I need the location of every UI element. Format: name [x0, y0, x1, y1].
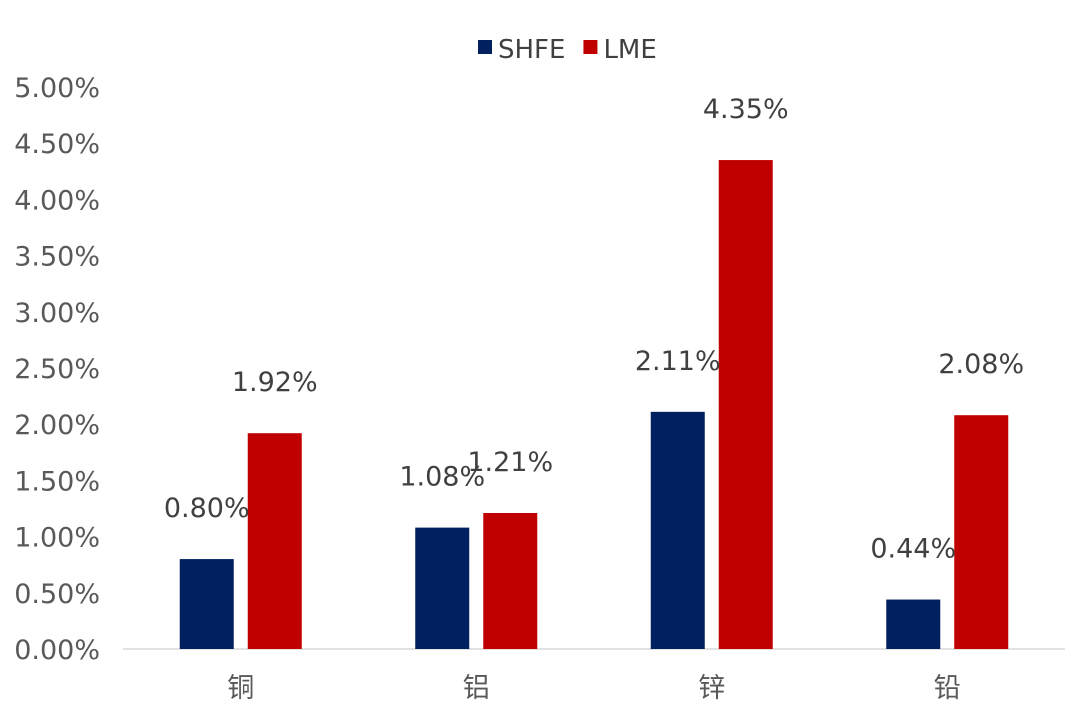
legend-swatch-shfe — [478, 40, 492, 54]
bar-lme — [718, 160, 773, 649]
bars — [179, 160, 1009, 649]
y-tick-label: 4.50% — [14, 129, 100, 160]
y-tick-label: 1.50% — [14, 466, 100, 497]
y-tick-label: 2.00% — [14, 410, 100, 441]
x-category-label: 铜 — [227, 673, 254, 704]
legend-swatch-lme — [583, 40, 598, 54]
bar-shfe — [650, 411, 705, 649]
y-tick-label: 4.00% — [14, 185, 100, 216]
bar-shfe — [415, 527, 470, 649]
data-label: 1.21% — [467, 447, 553, 478]
data-label: 2.11% — [635, 346, 721, 377]
data-label: 0.80% — [164, 493, 250, 524]
data-label: 1.92% — [232, 367, 318, 398]
data-label: 4.35% — [703, 94, 789, 125]
bar-lme — [247, 433, 302, 649]
x-category-label: 铅 — [934, 673, 961, 704]
y-tick-label: 3.00% — [14, 298, 100, 329]
legend-label-shfe: SHFE — [498, 35, 565, 65]
bar-lme — [483, 512, 538, 649]
bar-lme — [954, 415, 1009, 649]
bar-shfe — [179, 559, 234, 649]
y-tick-label: 3.50% — [14, 242, 100, 273]
y-axis: 0.00% 0.50% 1.00% 1.50% 2.00% 2.50% 3.00% 3.50%… — [14, 73, 100, 666]
x-axis-categories: 铜铝锌铅 — [227, 673, 961, 704]
legend-label-lme: LME — [603, 35, 656, 65]
data-label: 2.08% — [938, 349, 1024, 380]
y-tick-label: 1.00% — [14, 523, 100, 554]
bar-shfe — [886, 599, 941, 649]
y-tick-label: 2.50% — [14, 354, 100, 385]
legend: SHFE LME — [478, 35, 657, 65]
data-labels: 0.80% 1.92% 1.08%1.21% 2.11% 4.35% 0.44% 2.08% — [164, 94, 1024, 564]
y-tick-label: 0.00% — [14, 635, 100, 666]
data-label: 0.44% — [870, 534, 956, 565]
data-label: 1.08% — [399, 462, 485, 493]
x-category-label: 铝 — [463, 673, 490, 704]
y-tick-label: 5.00% — [14, 73, 100, 104]
y-tick-label: 0.50% — [14, 579, 100, 610]
x-category-label: 锌 — [698, 673, 725, 704]
